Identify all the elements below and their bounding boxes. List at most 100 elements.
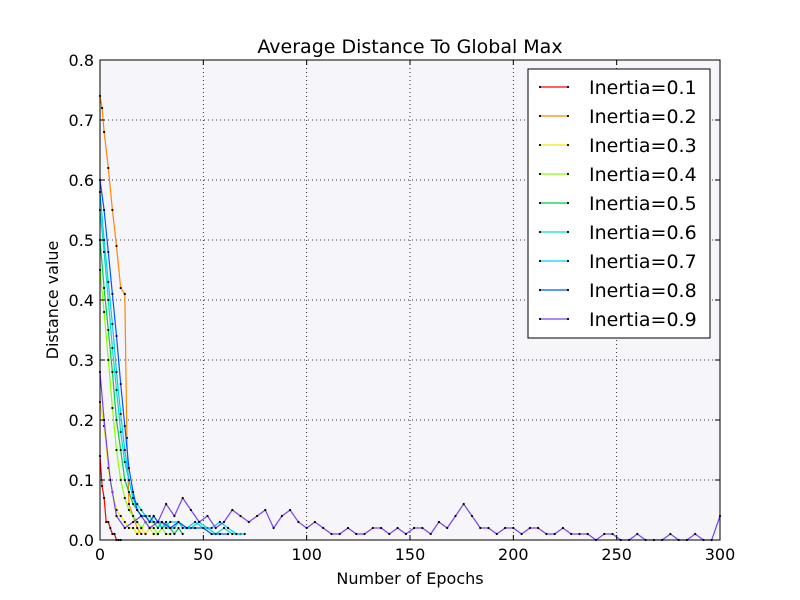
data-point [101, 106, 104, 110]
y-tick-label: 0.7 [69, 111, 94, 130]
data-point [388, 532, 391, 536]
legend-marker [566, 317, 570, 321]
data-point [669, 532, 672, 536]
data-point [105, 520, 108, 524]
data-point [107, 250, 110, 254]
data-point [181, 532, 184, 536]
data-point [222, 520, 226, 524]
data-point [123, 448, 126, 452]
legend-marker [566, 172, 570, 176]
data-point [421, 526, 424, 530]
x-axis-label: Number of Epochs [336, 569, 483, 588]
legend-item: Inertia=0.3 [538, 135, 697, 157]
data-point [107, 166, 110, 170]
data-point [235, 532, 238, 536]
data-point [111, 346, 114, 350]
data-point [297, 520, 300, 524]
y-tick-label: 0.8 [69, 51, 94, 70]
data-point [136, 526, 139, 530]
x-tick-label: 200 [498, 545, 529, 564]
data-point [227, 526, 230, 530]
legend-marker [566, 143, 570, 147]
x-tick-label: 150 [395, 545, 426, 564]
legend-label: Inertia=0.2 [589, 106, 697, 128]
data-point [103, 286, 106, 290]
data-point [136, 508, 139, 512]
data-point [437, 520, 440, 524]
legend-marker [538, 201, 542, 205]
x-ticks: 0 50 100 150 200 250 300 [95, 60, 735, 564]
data-point [173, 514, 176, 518]
data-point [111, 322, 114, 326]
data-point [173, 532, 176, 536]
data-point [103, 130, 106, 134]
data-point [127, 502, 130, 506]
data-point [570, 532, 573, 536]
data-point [148, 514, 151, 518]
legend-label: Inertia=0.8 [589, 280, 697, 302]
data-point [148, 526, 151, 530]
data-point [512, 526, 515, 530]
data-point [165, 520, 168, 524]
data-point [111, 208, 114, 212]
legend-label: Inertia=0.4 [589, 164, 697, 186]
data-point [429, 532, 432, 536]
data-point [123, 526, 126, 530]
data-point [177, 526, 180, 530]
data-point [107, 328, 110, 332]
data-point [127, 466, 130, 470]
data-point [462, 502, 465, 506]
data-point [169, 526, 172, 530]
y-axis-label: Distance value [43, 241, 62, 360]
data-point [181, 496, 184, 500]
data-point [561, 526, 565, 530]
data-point [127, 490, 130, 494]
data-point [194, 526, 197, 530]
data-point [586, 532, 589, 536]
data-point [305, 526, 308, 530]
data-point [214, 526, 217, 530]
x-tick-label: 0 [95, 545, 105, 564]
data-point [470, 514, 474, 518]
data-point [119, 478, 122, 482]
data-point [119, 286, 122, 290]
legend-marker [538, 230, 542, 234]
data-point [404, 532, 407, 536]
data-point [115, 334, 118, 338]
data-point [115, 388, 118, 392]
y-tick-label: 0.4 [69, 291, 94, 310]
legend-item: Inertia=0.8 [538, 280, 697, 302]
data-point [140, 532, 143, 536]
data-point [140, 526, 143, 530]
data-point [346, 526, 350, 530]
data-point [173, 526, 176, 530]
data-point [280, 514, 283, 518]
data-point [144, 514, 147, 518]
data-point [123, 478, 126, 482]
data-point [330, 532, 333, 536]
data-point [413, 526, 416, 530]
y-tick-label: 0.1 [69, 471, 94, 490]
data-point [322, 526, 325, 530]
data-point [160, 526, 164, 530]
series-inertia-0-9 [98, 370, 722, 542]
data-point [611, 532, 614, 536]
legend-marker [538, 259, 542, 263]
legend-label: Inertia=0.9 [589, 309, 697, 331]
data-point [111, 532, 114, 536]
data-point [165, 526, 168, 530]
data-point [113, 532, 116, 536]
data-point [181, 526, 184, 530]
series-inertia-0-8 [98, 178, 230, 536]
data-point [119, 412, 122, 416]
series-inertia-0-4 [98, 268, 172, 536]
data-point [313, 520, 316, 524]
data-point [210, 532, 213, 536]
data-point [107, 298, 110, 302]
data-point [487, 526, 490, 530]
data-point [107, 280, 110, 284]
data-point [218, 520, 221, 524]
data-point [127, 508, 130, 512]
data-point [194, 520, 197, 524]
